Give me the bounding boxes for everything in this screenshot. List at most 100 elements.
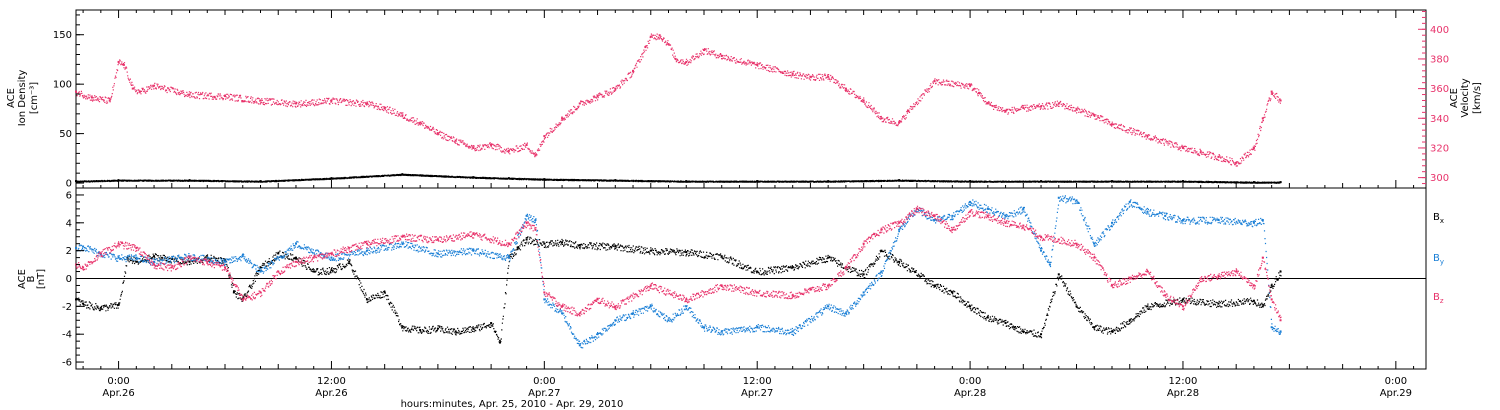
bz-series-point [1199, 277, 1202, 280]
ion-density-series-dense [76, 173, 1282, 184]
top-ylabel-left-line3: [cm⁻³] [29, 82, 40, 114]
ytick-bottom-label: -6 [62, 358, 72, 369]
ytick-bottom-label: 2 [66, 246, 72, 257]
xtick-date-label: Apr.29 [1380, 388, 1412, 399]
bz-series-point [578, 312, 581, 315]
top-left-y-axis: 0 50 100 150 [53, 14, 84, 190]
bz-series-point [1075, 242, 1078, 245]
by-series-dense [76, 195, 1282, 349]
by-series-point [614, 319, 617, 322]
bz-series-point [880, 228, 883, 231]
velocity-series-point [1075, 108, 1078, 111]
bx-series-point [578, 244, 581, 247]
bx-series-point [348, 260, 351, 263]
velocity-series-point [1093, 114, 1096, 117]
by-series-point [135, 256, 138, 259]
velocity-series-point [685, 60, 688, 63]
bottom-ylabel-line2: B [26, 275, 37, 282]
velocity-series-point [702, 49, 705, 52]
velocity-series-point [1235, 161, 1238, 164]
bx-series-point [1181, 298, 1184, 301]
bx-series-point [1270, 284, 1273, 287]
bz-series-point [543, 291, 546, 294]
by-series-point [534, 219, 537, 222]
ytick-right-label: 300 [1430, 173, 1449, 184]
by-series-point [241, 255, 244, 258]
velocity-series-point [543, 135, 546, 138]
xtick-time-label: 0:00 [959, 376, 981, 387]
by-series-point [791, 330, 794, 333]
bz-series-point [82, 266, 85, 269]
by-series-point [224, 260, 227, 263]
by-series-point [649, 305, 652, 308]
velocity-series-point [472, 146, 475, 149]
by-series-point [1181, 219, 1184, 222]
by-series [75, 195, 1282, 349]
bz-series-point [206, 260, 209, 263]
velocity-series-point [844, 87, 847, 90]
bz-series-point [1111, 284, 1114, 287]
xtick-time-label: 12:00 [1169, 376, 1198, 387]
bx-series-point [312, 270, 315, 273]
velocity-series-point [122, 63, 125, 66]
bz-series-point [827, 284, 830, 287]
velocity-series-point [862, 99, 865, 102]
bz-series-point [898, 221, 901, 224]
bz-series-point [241, 298, 244, 301]
xtick-date-label: Apr.27 [528, 388, 560, 399]
by-series-point [969, 200, 972, 203]
bx-series-point [401, 326, 404, 329]
top-ylabel-right-line2: Velocity [1460, 78, 1471, 117]
bz-series-point [472, 232, 475, 235]
bz-series-point [915, 207, 918, 210]
bz-series-dense [76, 205, 1282, 319]
bx-series-point [454, 330, 457, 333]
top-ylabel-left-line2: Ion Density [17, 70, 28, 127]
bz-series-point [1022, 224, 1025, 227]
bx-series-point [436, 327, 439, 330]
bz-series-point [153, 263, 156, 266]
by-series-point [82, 245, 85, 248]
bz-series-point [596, 298, 599, 301]
bottom-plot-area [75, 195, 1426, 349]
bottom-panel: -6 -4 -2 0 2 4 6 ACE B [nT] Bx By Bz [17, 187, 1444, 370]
bx-series-point [1093, 326, 1096, 329]
bz-series-point [1181, 305, 1184, 308]
by-series-point [898, 228, 901, 231]
bottom-x-ticks [82, 361, 1415, 369]
bz-series-point [649, 284, 652, 287]
velocity-series-point [933, 80, 936, 83]
bz-series-point [791, 294, 794, 297]
bz-series-point [1279, 319, 1282, 322]
bz-series-point [862, 242, 865, 245]
velocity-series [75, 33, 1282, 167]
velocity-series-point [1199, 151, 1202, 154]
bx-series-point [525, 238, 528, 241]
bx-series-point [933, 284, 936, 287]
by-series-point [153, 260, 156, 263]
bx-series-point [294, 256, 297, 259]
bz-series-point [507, 242, 510, 245]
velocity-series-point [490, 143, 493, 146]
bx-series-point [1040, 333, 1043, 336]
velocity-series-point [259, 99, 262, 102]
bx-series-point [986, 316, 989, 319]
top-x-ticks [82, 10, 1415, 188]
ytick-left-label: 150 [53, 30, 72, 41]
velocity-series-point [365, 102, 368, 105]
ytick-right-label: 360 [1430, 84, 1449, 95]
velocity-series-point [507, 149, 510, 152]
ytick-bottom-label: -2 [62, 302, 72, 313]
velocity-series-dense [76, 33, 1282, 167]
bz-series-point [1252, 284, 1255, 287]
velocity-series-point [436, 132, 439, 135]
bottom-left-y-axis: -6 -4 -2 0 2 4 6 [62, 190, 84, 369]
by-series-point [561, 312, 564, 315]
top-ylabel-left-line1: ACE [6, 88, 17, 108]
bz-series-point [614, 305, 617, 308]
velocity-series-point [791, 72, 794, 75]
xtick-time-label: 0:00 [107, 376, 129, 387]
by-series-point [578, 344, 581, 347]
velocity-series-point [131, 87, 134, 90]
bz-series-point [1235, 270, 1238, 273]
